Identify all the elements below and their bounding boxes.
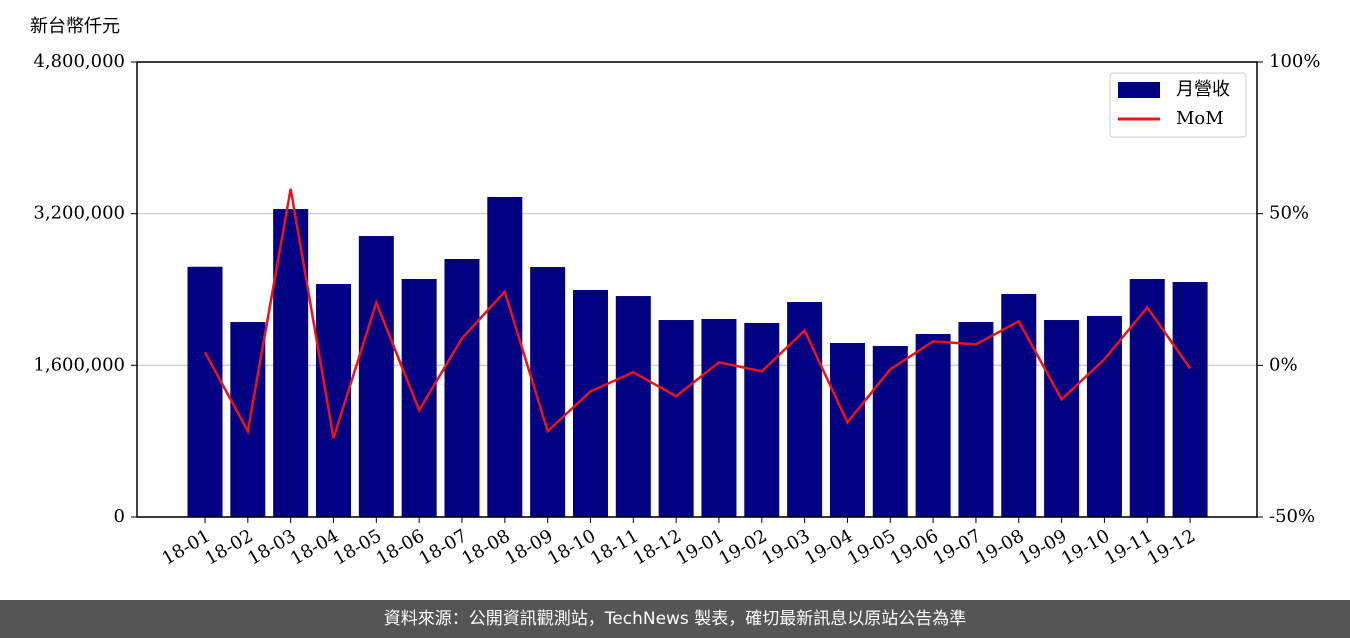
- x-tick-label: 19-05: [844, 525, 899, 569]
- bar: [958, 322, 994, 517]
- bar: [701, 318, 737, 517]
- x-tick-label: 19-03: [758, 525, 813, 569]
- x-tick-label: 18-02: [201, 525, 256, 569]
- x-tick-label: 18-06: [373, 525, 428, 569]
- y2-tick-label: 100%: [1269, 51, 1320, 72]
- bar: [1001, 293, 1037, 517]
- x-tick-label: 18-11: [587, 525, 642, 569]
- bar: [744, 322, 780, 517]
- y-axis-label: 新台幣仟元: [30, 16, 120, 37]
- x-tick-label: 19-04: [801, 525, 856, 569]
- bar: [915, 333, 951, 517]
- x-tick-label: 18-07: [416, 525, 471, 569]
- bar: [658, 320, 694, 517]
- plot-frame: [136, 61, 1258, 518]
- x-tick-label: 18-03: [244, 525, 299, 569]
- bar: [230, 322, 266, 517]
- x-tick-label: 19-09: [1015, 525, 1070, 569]
- y-tick-label: 3,200,000: [33, 203, 125, 224]
- bar: [487, 196, 523, 517]
- bar: [615, 296, 651, 517]
- legend-swatch: [1118, 82, 1160, 98]
- y2-tick-label: -50%: [1269, 506, 1315, 527]
- x-tick-label: 18-12: [630, 525, 685, 569]
- y-tick-label: 4,800,000: [33, 51, 125, 72]
- x-tick-label: 19-06: [887, 525, 942, 569]
- y-tick-label: 1,600,000: [33, 354, 125, 375]
- x-tick-label: 18-01: [159, 525, 214, 569]
- bar: [1044, 320, 1080, 517]
- x-tick-label: 19-08: [972, 525, 1027, 569]
- x-tick-label: 19-07: [930, 525, 985, 569]
- x-tick-label: 18-08: [458, 525, 513, 569]
- bar: [187, 266, 223, 517]
- y-tick-label: 0: [114, 506, 125, 527]
- y2-tick-label: 0%: [1269, 354, 1298, 375]
- x-tick-label: 19-10: [1058, 525, 1113, 569]
- bar: [829, 342, 865, 517]
- legend-label: MoM: [1176, 108, 1224, 129]
- x-tick-label: 19-12: [1144, 525, 1199, 569]
- bar: [401, 278, 437, 517]
- bar: [1086, 315, 1122, 517]
- legend-label: 月營收: [1176, 79, 1230, 100]
- bar: [872, 345, 908, 517]
- x-tick-label: 18-10: [544, 525, 599, 569]
- chart: 新台幣仟元 0 1,600,000 3,200,000 4,800,000 -50% 0%…: [30, 16, 1320, 570]
- bar: [358, 236, 394, 517]
- x-tick-label: 18-05: [330, 525, 385, 569]
- x-tick-label: 19-02: [715, 525, 770, 569]
- bar: [1129, 278, 1165, 517]
- line: [203, 188, 1192, 439]
- bar: [444, 258, 480, 517]
- x-tick-label: 19-01: [673, 525, 728, 569]
- y2-tick-label: 50%: [1269, 203, 1309, 224]
- footer: 資料來源：公開資訊觀測站，TechNews 製表，確切最新訊息以原站公告為準: [0, 600, 1350, 638]
- bar: [787, 302, 823, 517]
- x-tick-label: 18-04: [287, 525, 342, 569]
- x-tick-label: 19-11: [1101, 525, 1156, 569]
- bar: [1172, 282, 1208, 517]
- x-tick-label: 18-09: [501, 525, 556, 569]
